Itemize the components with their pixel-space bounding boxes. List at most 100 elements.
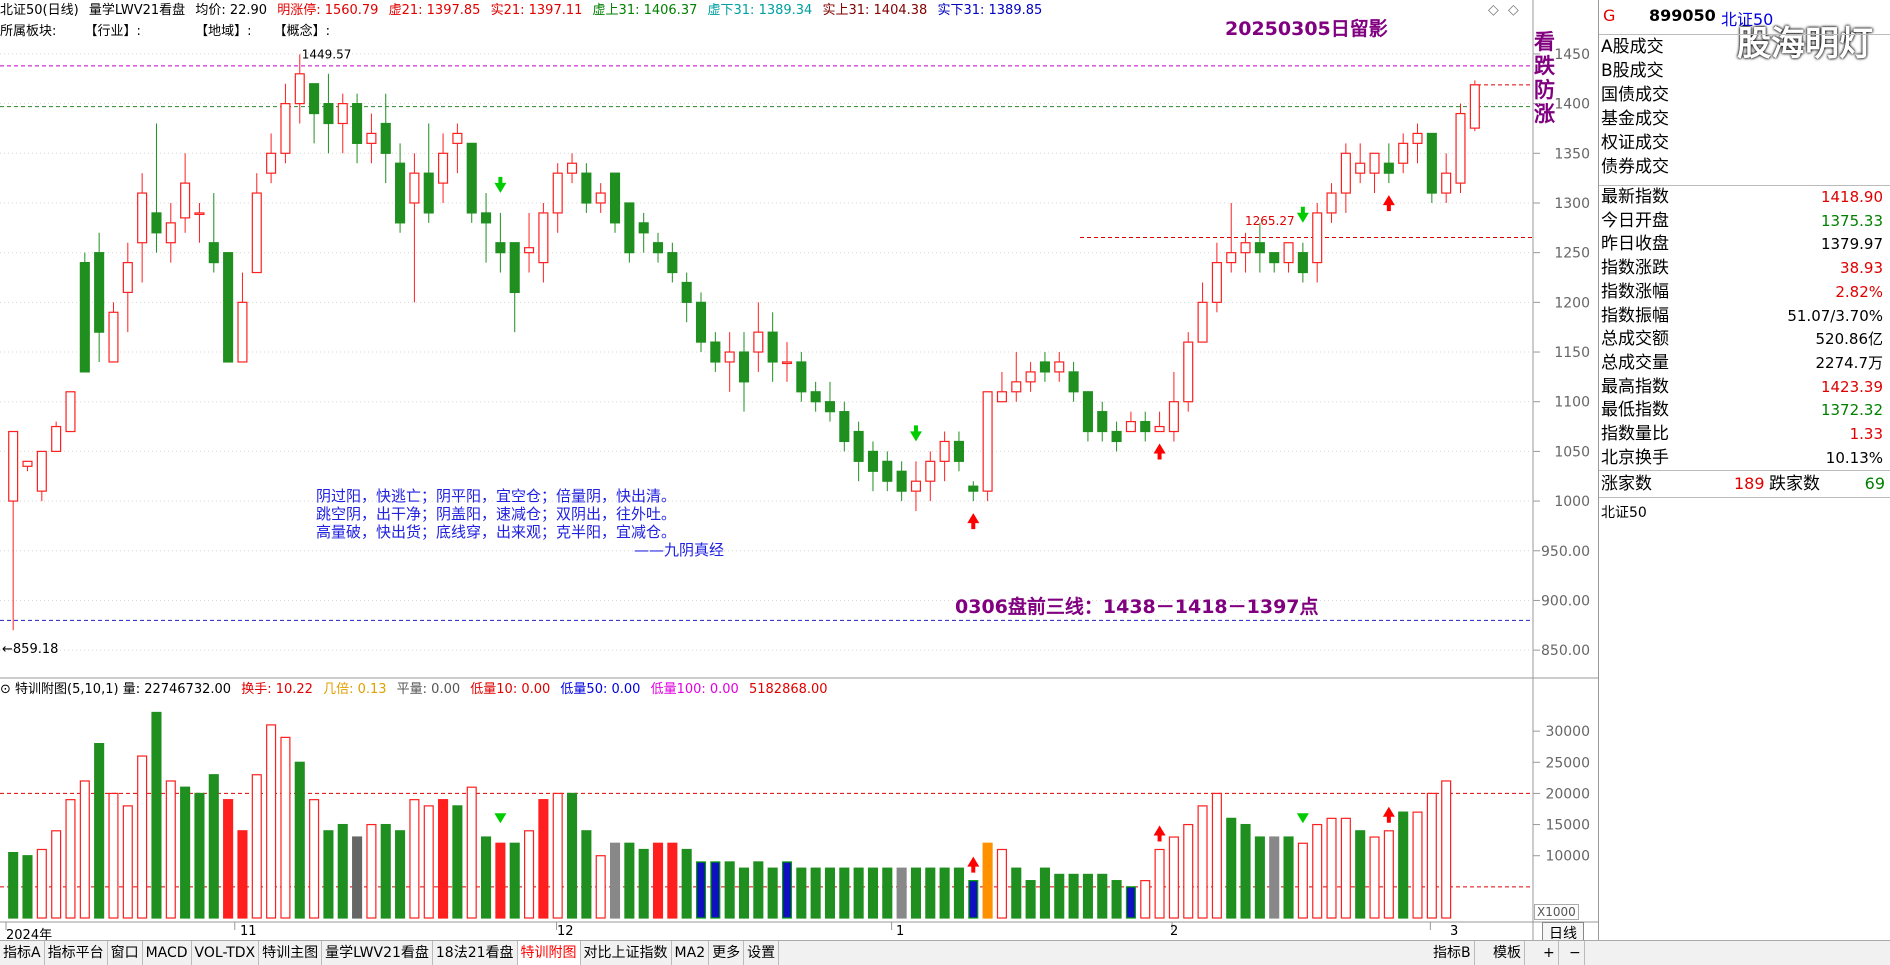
indicator-name[interactable]: 量学LWV21看盘 xyxy=(88,3,186,18)
tab-ma2[interactable]: MA2 xyxy=(672,941,710,965)
industry-link[interactable]: 【行业】: xyxy=(84,24,141,39)
tab-indicator-a[interactable]: 指标A xyxy=(0,941,45,965)
region-link[interactable]: 【地域】: xyxy=(195,24,252,39)
tab-18fa21[interactable]: 18法21看盘 xyxy=(433,941,518,965)
volume-panel-title[interactable]: 特训附图(5,10,1) xyxy=(15,682,119,697)
stat-label: 总成交量 xyxy=(1601,352,1669,373)
volume-bar xyxy=(323,830,334,919)
tab-template[interactable]: 模板 xyxy=(1490,941,1525,965)
candle-body xyxy=(1097,411,1108,433)
mini-chart-title: 北证50 xyxy=(1601,505,1647,521)
tab-indicator-b[interactable]: 指标B xyxy=(1430,941,1475,965)
buy-arrow-icon xyxy=(1153,443,1166,460)
volume-bar xyxy=(925,867,936,919)
stat-value: 1375.33 xyxy=(1820,211,1883,230)
buy-arrow-icon xyxy=(967,513,980,530)
link-fund[interactable]: 基金成交 xyxy=(1601,109,1669,129)
candle-body xyxy=(953,440,964,462)
candle-body xyxy=(1054,361,1065,373)
chart-title[interactable]: 北证50(日线) xyxy=(0,3,79,18)
link-warrant[interactable]: 权证成交 xyxy=(1601,133,1669,153)
volume-bar xyxy=(652,842,664,919)
stat-row: 昨日收盘 1379.97 xyxy=(1601,233,1889,256)
volume-bar xyxy=(524,830,535,919)
volume-bar xyxy=(65,799,76,919)
candle-body xyxy=(1269,252,1280,264)
candlestick-chart[interactable]: 1450 1400 1350 1300 1250 1200 1150 1100 1050 1000… xyxy=(0,0,1600,940)
zoom-in-button[interactable]: + xyxy=(1540,941,1559,965)
volume-sell-arrow-icon xyxy=(1296,813,1309,824)
zoom-out-button[interactable]: − xyxy=(1566,941,1585,965)
limit-up-value: 明涨停: 1560.79 xyxy=(277,3,379,18)
tab-lwv21[interactable]: 量学LWV21看盘 xyxy=(322,941,433,965)
candle-body xyxy=(309,83,320,115)
time-label-mar: 3 xyxy=(1450,924,1459,939)
candle-body xyxy=(481,212,492,224)
candle-body xyxy=(438,152,449,184)
candle-body xyxy=(94,252,105,333)
stat-value: 520.86亿 xyxy=(1815,330,1884,349)
tab-main-chart[interactable]: 特训主图 xyxy=(259,941,323,965)
candle-body xyxy=(1254,242,1265,254)
diamond-icon[interactable]: ◇ xyxy=(1488,2,1499,18)
volume-axis-label: 20000 xyxy=(1545,786,1590,802)
candle-body xyxy=(36,450,47,492)
candle-body xyxy=(538,212,549,264)
tab-compare-sh[interactable]: 对比上证指数 xyxy=(581,941,672,965)
virtual-down-31-value: 虚下31: 1389.34 xyxy=(707,3,813,18)
time-label-dec: 12 xyxy=(557,924,574,939)
volume-bar xyxy=(194,792,205,919)
volume-bar xyxy=(165,780,176,919)
concept-link[interactable]: 【概念】: xyxy=(273,24,330,39)
volume-bar xyxy=(738,867,750,919)
volume-bar xyxy=(667,842,678,919)
candle-body xyxy=(724,351,735,363)
stat-label: 最新指数 xyxy=(1601,187,1669,207)
link-b-share[interactable]: B股成交 xyxy=(1601,61,1664,81)
stat-value: 1379.97 xyxy=(1820,235,1883,254)
candle-body xyxy=(695,301,707,343)
volume-bar xyxy=(882,867,893,919)
link-bond[interactable]: 债券成交 xyxy=(1601,157,1669,177)
candle-body xyxy=(968,485,979,492)
candle-body xyxy=(810,391,821,403)
candle-body xyxy=(1140,420,1151,433)
volume-bar xyxy=(1355,830,1366,919)
link-a-share[interactable]: A股成交 xyxy=(1601,37,1664,57)
candle-body xyxy=(652,242,664,254)
tab-more[interactable]: 更多 xyxy=(709,941,745,965)
stat-value: 1418.90 xyxy=(1820,188,1883,206)
tab-sub-chart[interactable]: 特训附图 xyxy=(517,941,581,965)
candle-body xyxy=(509,242,520,294)
volume-bar xyxy=(1383,830,1394,919)
volume-bar xyxy=(8,851,19,919)
candle-body xyxy=(1183,341,1194,403)
volume-bar xyxy=(595,855,606,919)
candle-body xyxy=(194,212,205,216)
real-down-31-value: 实下31: 1389.85 xyxy=(937,3,1043,18)
volume-bar xyxy=(352,836,363,919)
low-label: ←859.18 xyxy=(2,642,59,657)
candle-body xyxy=(1011,381,1022,393)
candle-body xyxy=(595,192,606,204)
poem-block: 阴过阳，快逃亡；阴平阳，宜空仓；倍量阴，快出清。 跳空阴，出干净；阴盖阳，速减仓… xyxy=(316,487,724,559)
tab-macd[interactable]: MACD xyxy=(143,941,192,965)
volume-bar xyxy=(1398,811,1409,919)
avg-price: 均价: 22.90 xyxy=(195,3,268,18)
tab-vol-tdx[interactable]: VOL-TDX xyxy=(192,941,260,965)
candle-body xyxy=(710,341,721,363)
volume-bar xyxy=(982,842,993,919)
candle-body xyxy=(982,391,993,492)
tab-indicator-platform[interactable]: 指标平台 xyxy=(45,941,108,965)
options-icon[interactable]: ◇ xyxy=(1508,2,1519,18)
panel-settings-icon[interactable]: ⊙ xyxy=(0,682,11,697)
volume-bar xyxy=(294,761,305,919)
tab-window[interactable]: 窗口 xyxy=(108,941,143,965)
low10-value: 低量10: 0.00 xyxy=(470,682,551,697)
candle-body xyxy=(266,152,277,174)
stat-value: 2.82% xyxy=(1835,282,1883,301)
link-treasury[interactable]: 国债成交 xyxy=(1601,85,1669,105)
tab-settings[interactable]: 设置 xyxy=(744,941,780,965)
index-name[interactable]: 北证50 xyxy=(1721,10,1774,29)
stat-label: 指数量比 xyxy=(1601,424,1669,444)
